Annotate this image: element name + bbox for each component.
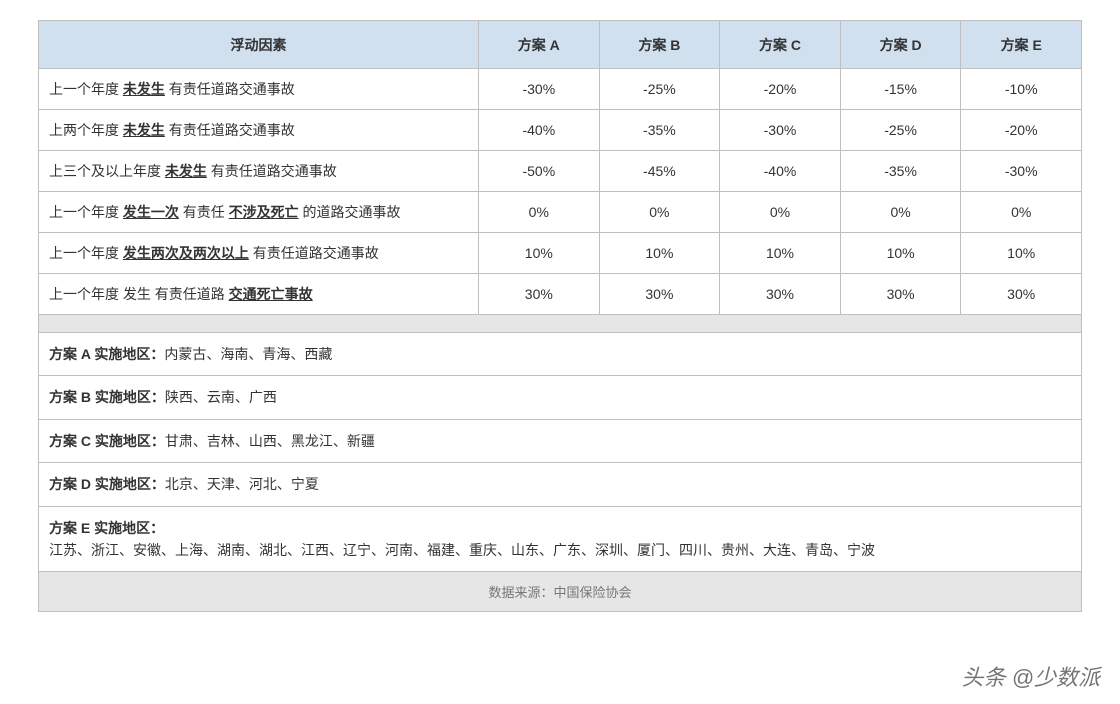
value-cell: 30% <box>840 274 961 315</box>
value-cell: 30% <box>720 274 841 315</box>
header-factor: 浮动因素 <box>39 21 479 69</box>
value-cell: 10% <box>479 233 600 274</box>
factor-text: 有责任 <box>179 204 229 220</box>
value-cell: 30% <box>479 274 600 315</box>
table-row: 上一个年度 发生两次及两次以上 有责任道路交通事故10%10%10%10%10% <box>39 233 1082 274</box>
region-text: 内蒙古、海南、青海、西藏 <box>164 346 332 362</box>
factor-text: 上一个年度 <box>49 81 123 97</box>
value-cell: -50% <box>479 151 600 192</box>
factor-cell: 上一个年度 发生一次 有责任 不涉及死亡 的道路交通事故 <box>39 192 479 233</box>
factor-text: 上三个及以上年度 <box>49 163 165 179</box>
value-cell: -40% <box>720 151 841 192</box>
header-plan-b: 方案 B <box>599 21 720 69</box>
table-header-row: 浮动因素 方案 A 方案 B 方案 C 方案 D 方案 E <box>39 21 1082 69</box>
region-cell: 方案 B 实施地区：陕西、云南、广西 <box>39 376 1082 419</box>
watermark: 头条 @少数派 <box>962 660 1100 692</box>
factor-text: 的道路交通事故 <box>299 204 401 220</box>
table-row: 上一个年度 发生一次 有责任 不涉及死亡 的道路交通事故0%0%0%0%0% <box>39 192 1082 233</box>
value-cell: -45% <box>599 151 720 192</box>
value-cell: -20% <box>961 110 1082 151</box>
value-cell: 10% <box>961 233 1082 274</box>
region-row: 方案 C 实施地区：甘肃、吉林、山西、黑龙江、新疆 <box>39 419 1082 462</box>
value-cell: 0% <box>840 192 961 233</box>
source-text: 数据来源：中国保险协会 <box>39 572 1082 612</box>
value-cell: 0% <box>599 192 720 233</box>
header-plan-d: 方案 D <box>840 21 961 69</box>
factor-cell: 上三个及以上年度 未发生 有责任道路交通事故 <box>39 151 479 192</box>
factor-text: 上一个年度 <box>49 245 123 261</box>
value-cell: -10% <box>961 69 1082 110</box>
region-row: 方案 B 实施地区：陕西、云南、广西 <box>39 376 1082 419</box>
value-cell: -30% <box>720 110 841 151</box>
region-text: 北京、天津、河北、宁夏 <box>165 476 319 492</box>
factor-cell: 上一个年度 发生两次及两次以上 有责任道路交通事故 <box>39 233 479 274</box>
value-cell: -25% <box>840 110 961 151</box>
factor-cell: 上一个年度 发生 有责任道路 交通死亡事故 <box>39 274 479 315</box>
header-plan-c: 方案 C <box>720 21 841 69</box>
value-cell: 30% <box>599 274 720 315</box>
region-cell: 方案 C 实施地区：甘肃、吉林、山西、黑龙江、新疆 <box>39 419 1082 462</box>
factor-emphasis: 交通死亡事故 <box>229 286 313 302</box>
value-cell: -30% <box>479 69 600 110</box>
region-row: 方案 D 实施地区：北京、天津、河北、宁夏 <box>39 463 1082 506</box>
factor-text: 有责任道路交通事故 <box>249 245 379 261</box>
factor-emphasis: 发生一次 <box>123 204 179 220</box>
factor-emphasis: 未发生 <box>123 81 165 97</box>
table-row: 上一个年度 发生 有责任道路 交通死亡事故30%30%30%30%30% <box>39 274 1082 315</box>
value-cell: -35% <box>599 110 720 151</box>
value-cell: -35% <box>840 151 961 192</box>
factor-emphasis: 未发生 <box>123 122 165 138</box>
factor-text: 有责任道路交通事故 <box>165 122 295 138</box>
header-plan-e: 方案 E <box>961 21 1082 69</box>
value-cell: -40% <box>479 110 600 151</box>
spacer-row <box>39 315 1082 333</box>
region-cell: 方案 E 实施地区： 江苏、浙江、安徽、上海、湖南、湖北、江西、辽宁、河南、福建、… <box>39 506 1082 572</box>
region-row: 方案 E 实施地区： 江苏、浙江、安徽、上海、湖南、湖北、江西、辽宁、河南、福建、… <box>39 506 1082 572</box>
factor-emphasis: 未发生 <box>165 163 207 179</box>
value-cell: 30% <box>961 274 1082 315</box>
source-row: 数据来源：中国保险协会 <box>39 572 1082 612</box>
factor-cell: 上两个年度 未发生 有责任道路交通事故 <box>39 110 479 151</box>
value-cell: -25% <box>599 69 720 110</box>
factor-text: 上一个年度 发生 有责任道路 <box>49 286 229 302</box>
region-label: 方案 A 实施地区： <box>49 346 164 362</box>
insurance-factor-table: 浮动因素 方案 A 方案 B 方案 C 方案 D 方案 E 上一个年度 未发生 … <box>38 20 1082 612</box>
value-cell: -20% <box>720 69 841 110</box>
region-label: 方案 B 实施地区： <box>49 389 165 405</box>
region-label: 方案 D 实施地区： <box>49 476 165 492</box>
table-row: 上一个年度 未发生 有责任道路交通事故-30%-25%-20%-15%-10% <box>39 69 1082 110</box>
region-label: 方案 C 实施地区： <box>49 433 165 449</box>
table-body: 上一个年度 未发生 有责任道路交通事故-30%-25%-20%-15%-10%上… <box>39 69 1082 612</box>
region-text: 江苏、浙江、安徽、上海、湖南、湖北、江西、辽宁、河南、福建、重庆、山东、广东、深… <box>49 542 875 558</box>
factor-emphasis: 发生两次及两次以上 <box>123 245 249 261</box>
region-cell: 方案 D 实施地区：北京、天津、河北、宁夏 <box>39 463 1082 506</box>
region-cell: 方案 A 实施地区：内蒙古、海南、青海、西藏 <box>39 333 1082 376</box>
value-cell: 10% <box>599 233 720 274</box>
value-cell: 10% <box>720 233 841 274</box>
header-plan-a: 方案 A <box>479 21 600 69</box>
value-cell: 10% <box>840 233 961 274</box>
factor-text: 上两个年度 <box>49 122 123 138</box>
factor-text: 有责任道路交通事故 <box>165 81 295 97</box>
region-row: 方案 A 实施地区：内蒙古、海南、青海、西藏 <box>39 333 1082 376</box>
value-cell: -30% <box>961 151 1082 192</box>
factor-text: 上一个年度 <box>49 204 123 220</box>
region-label: 方案 E 实施地区： <box>49 520 164 536</box>
region-text: 甘肃、吉林、山西、黑龙江、新疆 <box>165 433 375 449</box>
value-cell: 0% <box>961 192 1082 233</box>
table-row: 上两个年度 未发生 有责任道路交通事故-40%-35%-30%-25%-20% <box>39 110 1082 151</box>
table-row: 上三个及以上年度 未发生 有责任道路交通事故-50%-45%-40%-35%-3… <box>39 151 1082 192</box>
factor-text: 有责任道路交通事故 <box>207 163 337 179</box>
value-cell: 0% <box>720 192 841 233</box>
region-text: 陕西、云南、广西 <box>165 389 277 405</box>
factor-emphasis: 不涉及死亡 <box>229 204 299 220</box>
value-cell: 0% <box>479 192 600 233</box>
value-cell: -15% <box>840 69 961 110</box>
factor-cell: 上一个年度 未发生 有责任道路交通事故 <box>39 69 479 110</box>
